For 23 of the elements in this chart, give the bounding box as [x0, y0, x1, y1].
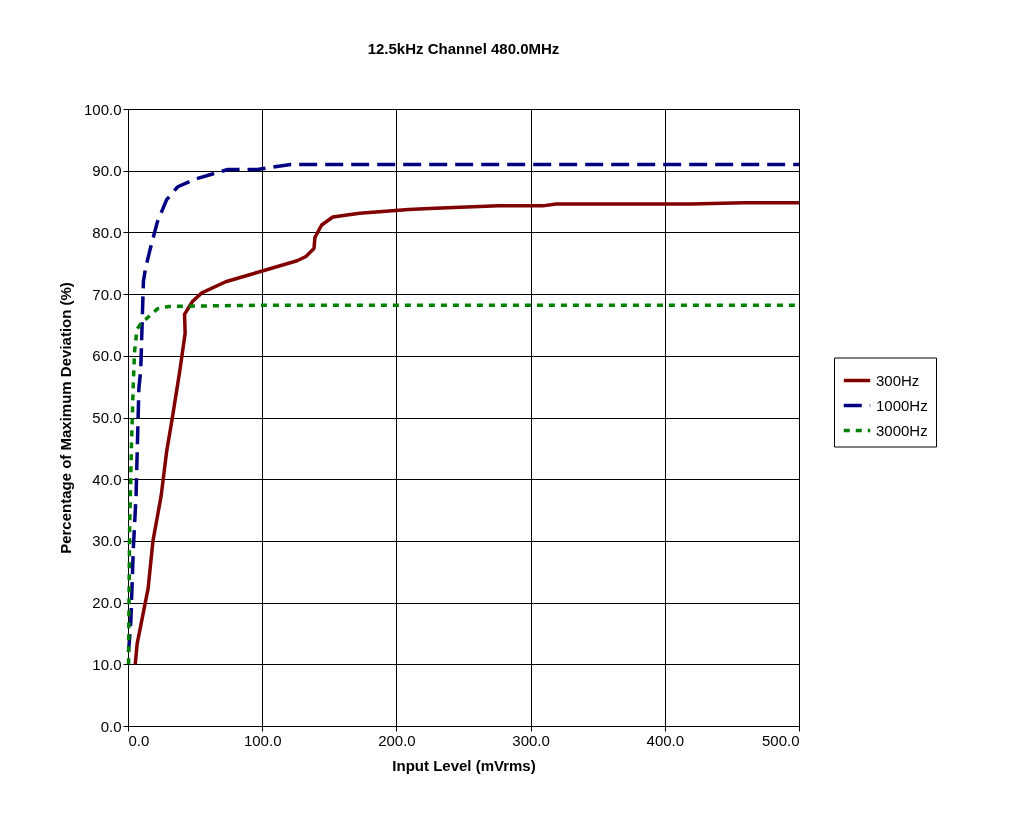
x-tick-label: 0.0: [128, 731, 150, 749]
x-tick-label: 100.0: [243, 731, 282, 749]
y-tick-label: 10.0: [92, 655, 122, 673]
y-tick-label: 90.0: [92, 162, 122, 180]
y-tick-label: 80.0: [92, 223, 122, 241]
x-tick-label: 500.0: [761, 731, 800, 749]
legend-label: 1000Hz: [876, 396, 928, 414]
y-tick-label: 50.0: [92, 409, 122, 426]
legend-label: 3000Hz: [876, 421, 928, 439]
y-axis-title: Percentage of Maximum Deviation (%): [56, 282, 74, 554]
legend-label: 300Hz: [876, 371, 920, 389]
x-tick-label: 400.0: [646, 731, 685, 749]
y-tick-label: 100.0: [83, 100, 122, 118]
y-tick-label: 60.0: [92, 347, 122, 365]
y-tick-label: 40.0: [92, 470, 122, 488]
y-tick-label: 20.0: [92, 594, 122, 612]
y-tick-label: 0.0: [100, 717, 122, 735]
x-axis-title: Input Level (mVrms): [392, 756, 536, 774]
y-tick-label: 30.0: [92, 532, 122, 550]
x-tick-label: 200.0: [378, 731, 416, 749]
chart-title: 12.5kHz Channel 480.0MHz: [367, 40, 560, 57]
x-tick-label: 300.0: [512, 731, 550, 749]
y-tick-label: 70.0: [92, 285, 122, 303]
